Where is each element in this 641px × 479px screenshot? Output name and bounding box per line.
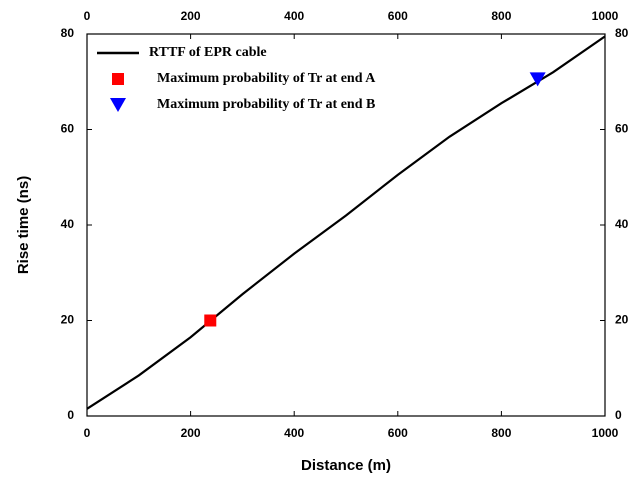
y-tick-label: 60 bbox=[61, 122, 75, 136]
data-line bbox=[86, 35, 606, 410]
legend-swatch bbox=[112, 73, 124, 85]
y-tick-label: 80 bbox=[61, 26, 75, 40]
y-right-tick-label: 80 bbox=[615, 26, 629, 40]
x-top-tick-label: 600 bbox=[388, 9, 408, 23]
y-tick-label: 40 bbox=[61, 217, 75, 231]
x-tick-label: 600 bbox=[388, 426, 408, 440]
y-right-tick-label: 0 bbox=[615, 408, 622, 422]
legend-label: RTTF of EPR cable bbox=[149, 45, 267, 60]
legend-label: Maximum probability of Tr at end B bbox=[157, 97, 375, 112]
legend-label: Maximum probability of Tr at end A bbox=[157, 71, 376, 86]
y-right-tick-label: 40 bbox=[615, 217, 629, 231]
y-right-tick-label: 60 bbox=[615, 122, 629, 136]
x-axis-label: Distance (m) bbox=[301, 457, 391, 474]
x-top-tick-label: 200 bbox=[181, 9, 201, 23]
x-top-tick-label: 400 bbox=[284, 9, 304, 23]
x-top-tick-label: 0 bbox=[84, 9, 91, 23]
y-tick-label: 0 bbox=[67, 408, 74, 422]
x-tick-label: 0 bbox=[84, 426, 91, 440]
legend-swatch bbox=[110, 98, 126, 112]
data-point bbox=[204, 314, 217, 327]
x-top-tick-label: 1000 bbox=[592, 9, 619, 23]
y-axis-label: Rise time (ns) bbox=[15, 176, 32, 274]
x-top-tick-label: 800 bbox=[491, 9, 511, 23]
x-tick-label: 400 bbox=[284, 426, 304, 440]
x-tick-label: 1000 bbox=[592, 426, 619, 440]
x-tick-label: 800 bbox=[491, 426, 511, 440]
data-point bbox=[529, 72, 546, 87]
x-tick-label: 200 bbox=[181, 426, 201, 440]
y-tick-label: 20 bbox=[61, 313, 75, 327]
y-right-tick-label: 20 bbox=[615, 313, 629, 327]
plot-frame bbox=[86, 33, 606, 417]
